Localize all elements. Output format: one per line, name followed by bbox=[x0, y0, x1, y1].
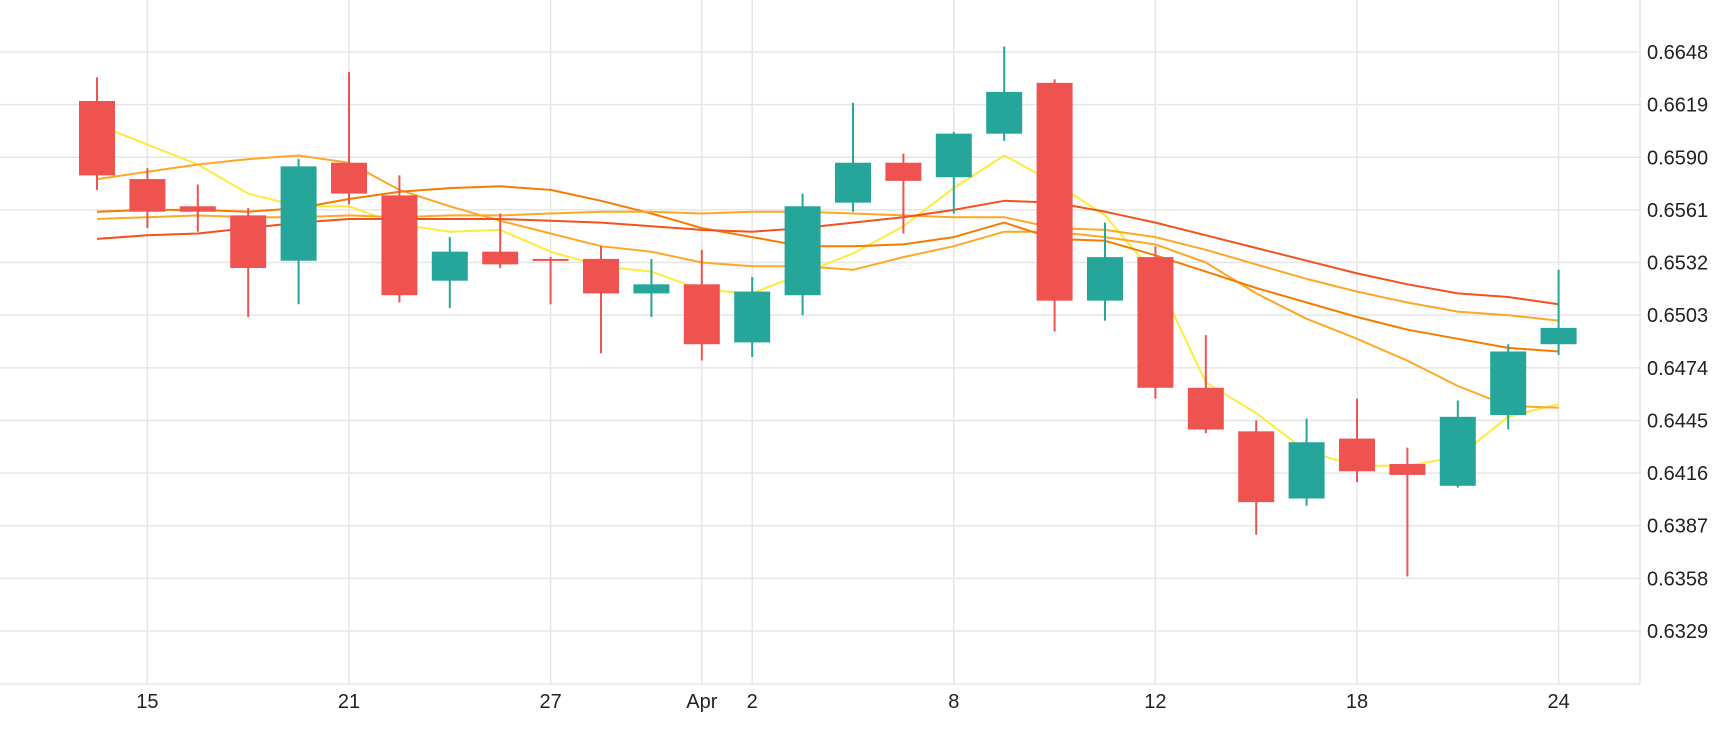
y-tick-label: 0.6648 bbox=[1647, 42, 1708, 64]
candle-down bbox=[381, 175, 418, 303]
candle-down bbox=[79, 77, 115, 190]
x-tick-label: 2 bbox=[747, 691, 758, 713]
candle-body bbox=[1036, 82, 1073, 301]
y-tick-label: 0.6358 bbox=[1647, 568, 1708, 590]
candle-body bbox=[280, 166, 317, 261]
y-tick-label: 0.6503 bbox=[1647, 305, 1708, 327]
vertical-grid-lines bbox=[146, 0, 1560, 684]
candle-up bbox=[1288, 418, 1325, 506]
candle-body bbox=[784, 206, 821, 296]
candle-up bbox=[986, 46, 1023, 141]
candle-body bbox=[583, 258, 619, 294]
candle-body bbox=[532, 258, 569, 261]
candle-up bbox=[1490, 344, 1527, 430]
x-tick-label: 15 bbox=[136, 691, 158, 713]
x-tick-label: 21 bbox=[338, 691, 360, 713]
x-tick-label: Apr bbox=[686, 691, 717, 713]
candle-up bbox=[633, 258, 670, 317]
candle-down bbox=[1036, 79, 1073, 332]
candle-down bbox=[683, 249, 720, 361]
y-tick-label: 0.6619 bbox=[1647, 95, 1708, 117]
candle-down bbox=[331, 71, 367, 205]
candle-down bbox=[179, 184, 216, 232]
y-tick-label: 0.6561 bbox=[1647, 200, 1708, 222]
candle-up bbox=[734, 277, 771, 357]
candle-body bbox=[935, 133, 972, 178]
candle-body bbox=[1288, 442, 1325, 499]
candle-body bbox=[1238, 431, 1275, 503]
x-tick-label: 27 bbox=[539, 691, 561, 713]
candle-down bbox=[129, 168, 166, 229]
ma-line-4 bbox=[96, 210, 1559, 322]
candles bbox=[79, 46, 1577, 577]
ma-line-5 bbox=[96, 199, 1559, 306]
candle-up bbox=[835, 102, 871, 212]
candle-up bbox=[431, 237, 468, 308]
candle-down bbox=[1339, 398, 1375, 483]
candle-body bbox=[129, 179, 166, 212]
candle-down bbox=[1187, 335, 1224, 434]
candle-body bbox=[1137, 257, 1174, 388]
candle-up bbox=[1540, 269, 1577, 356]
x-tick-label: 18 bbox=[1346, 691, 1368, 713]
ma-line-3 bbox=[96, 185, 1559, 353]
candle-body bbox=[1087, 257, 1123, 301]
candle-down bbox=[1238, 420, 1275, 535]
candle-body bbox=[633, 284, 670, 294]
candle-down bbox=[1137, 246, 1174, 399]
y-tick-label: 0.6590 bbox=[1647, 147, 1708, 169]
candle-body bbox=[1339, 438, 1375, 472]
x-tick-label: 12 bbox=[1144, 691, 1166, 713]
candle-body bbox=[381, 195, 418, 296]
candle-body bbox=[79, 101, 115, 176]
moving-average-lines bbox=[96, 123, 1559, 467]
x-axis: 15 21 27 Apr 2 8 12 18 24 bbox=[136, 691, 1569, 713]
candle-down bbox=[1389, 447, 1426, 577]
candle-body bbox=[885, 162, 922, 181]
y-tick-label: 0.6445 bbox=[1647, 410, 1708, 432]
x-tick-label: 24 bbox=[1547, 691, 1569, 713]
candle-up bbox=[1439, 400, 1476, 488]
candle-body bbox=[1540, 327, 1577, 345]
candle-up bbox=[784, 193, 821, 316]
horizontal-grid-lines bbox=[0, 51, 1640, 632]
candle-body bbox=[1439, 416, 1476, 486]
candle-up bbox=[280, 159, 317, 305]
candle-body bbox=[179, 206, 216, 212]
y-axis: 0.6648 0.6619 0.6590 0.6561 0.6532 0.6503 0.64… bbox=[1647, 42, 1708, 643]
candle-body bbox=[1389, 464, 1426, 475]
candle-down bbox=[885, 153, 922, 234]
candle-body bbox=[230, 215, 267, 268]
y-tick-label: 0.6416 bbox=[1647, 463, 1708, 485]
candle-body bbox=[1187, 387, 1224, 430]
candle-up bbox=[935, 131, 972, 214]
candle-down bbox=[583, 246, 619, 354]
candle-body bbox=[835, 162, 871, 203]
y-tick-label: 0.6329 bbox=[1647, 621, 1708, 643]
candle-down bbox=[532, 257, 569, 305]
candle-body bbox=[683, 284, 720, 345]
y-tick-label: 0.6387 bbox=[1647, 516, 1708, 538]
candle-up bbox=[1087, 222, 1123, 321]
y-tick-label: 0.6532 bbox=[1647, 253, 1708, 275]
grid bbox=[0, 0, 1641, 685]
candle-body bbox=[1490, 351, 1527, 416]
candle-body bbox=[482, 251, 519, 265]
candle-down bbox=[482, 213, 519, 268]
y-tick-label: 0.6474 bbox=[1647, 358, 1708, 380]
candle-body bbox=[734, 291, 771, 343]
x-tick-label: 8 bbox=[948, 691, 959, 713]
ma-line-2 bbox=[96, 154, 1559, 409]
candle-body bbox=[331, 162, 367, 194]
candle-body bbox=[431, 251, 468, 281]
candle-body bbox=[986, 91, 1023, 134]
candle-down bbox=[230, 208, 267, 317]
